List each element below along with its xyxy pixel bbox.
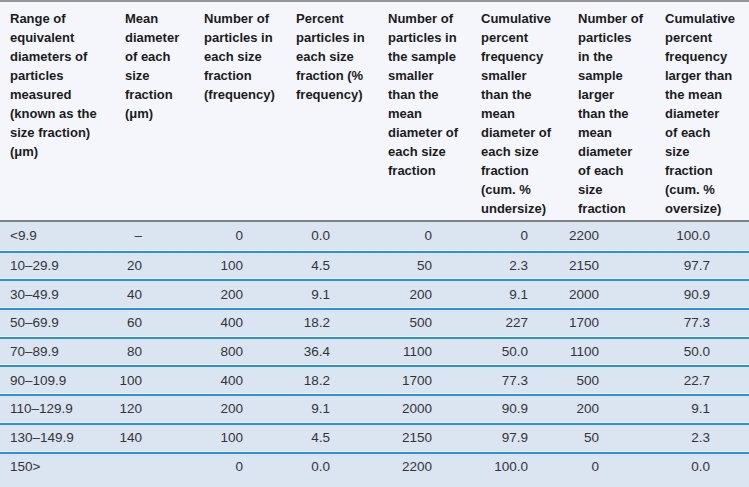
table-cell: 0.0: [288, 222, 380, 250]
table-cell: 30–49.9: [0, 281, 117, 307]
table-cell: 500: [570, 367, 657, 393]
table-cell: 90.9: [473, 396, 570, 422]
table-cell: 2000: [570, 281, 657, 307]
table-cell: 400: [196, 310, 288, 336]
table-cell: 50: [380, 253, 473, 279]
table-cell: 80: [117, 339, 196, 365]
table-cell: 2150: [380, 425, 473, 451]
table-cell: 1700: [570, 310, 657, 336]
column-header-4: Percent particles in each size fraction …: [288, 2, 380, 220]
table-cell: 100.0: [473, 454, 570, 481]
table-cell: 20: [117, 253, 196, 279]
table-cell: 0: [196, 454, 288, 481]
table-cell: 800: [196, 339, 288, 365]
column-header-5: Number of particles in the sample smalle…: [380, 2, 473, 220]
column-header-1: Range of equivalent diameters of particl…: [0, 2, 117, 220]
table-cell: 4.5: [288, 425, 380, 451]
table-cell: 97.9: [473, 425, 570, 451]
table-cell: 10–29.9: [0, 253, 117, 279]
table-cell: 90–109.9: [0, 367, 117, 393]
table-cell: 100: [196, 425, 288, 451]
table-cell: 36.4: [288, 339, 380, 365]
table-cell: 100: [196, 253, 288, 279]
table-cell: 1100: [380, 339, 473, 365]
table-cell: 200: [196, 281, 288, 307]
table-cell: 0: [196, 222, 288, 250]
table-cell: 0.0: [288, 454, 380, 481]
table-cell: 400: [196, 367, 288, 393]
table-cell: 500: [380, 310, 473, 336]
table-cell: 2200: [570, 222, 657, 250]
table-cell: <9.9: [0, 222, 117, 250]
table-cell: 18.2: [288, 310, 380, 336]
table-cell: 4.5: [288, 253, 380, 279]
table-row: 90–109.910040018.2170077.350022.7: [0, 365, 749, 394]
table-cell: 200: [570, 396, 657, 422]
table-cell: 0.0: [657, 454, 749, 481]
table-cell: 77.3: [657, 310, 749, 336]
table-cell: 90.9: [657, 281, 749, 307]
table-cell: 60: [117, 310, 196, 336]
table-cell: 0: [380, 222, 473, 250]
table-cell: 9.1: [657, 396, 749, 422]
table-cell: 120: [117, 396, 196, 422]
table-row: 30–49.9402009.12009.1200090.9: [0, 279, 749, 308]
column-header-8: Cumulative percent frequency larger than…: [657, 2, 749, 220]
table-cell: 1100: [570, 339, 657, 365]
table-cell: 140: [117, 425, 196, 451]
table-cell: 2000: [380, 396, 473, 422]
particle-size-distribution-table: Range of equivalent diameters of particl…: [0, 0, 749, 487]
table-cell: 110–129.9: [0, 396, 117, 422]
table-cell: [117, 454, 196, 481]
table-cell: 77.3: [473, 367, 570, 393]
table-cell: 70–89.9: [0, 339, 117, 365]
table-row: 50–69.96040018.2500227170077.3: [0, 308, 749, 337]
table-row: 70–89.98080036.4110050.0110050.0: [0, 337, 749, 366]
table-cell: 2.3: [473, 253, 570, 279]
table-cell: 0: [473, 222, 570, 250]
table-cell: 2150: [570, 253, 657, 279]
table-cell: 50.0: [657, 339, 749, 365]
table-cell: 40: [117, 281, 196, 307]
table-cell: 50–69.9: [0, 310, 117, 336]
table-header-row: Range of equivalent diameters of particl…: [0, 0, 749, 222]
table-cell: 2200: [380, 454, 473, 481]
table-cell: 2.3: [657, 425, 749, 451]
table-cell: 100.0: [657, 222, 749, 250]
table-cell: 9.1: [288, 281, 380, 307]
table-cell: 9.1: [473, 281, 570, 307]
table-row: 130–149.91401004.5215097.9502.3: [0, 423, 749, 452]
table-cell: 150>: [0, 454, 117, 481]
column-header-3: Number of particles in each size fractio…: [196, 2, 288, 220]
table-cell: 200: [196, 396, 288, 422]
table-cell: 50.0: [473, 339, 570, 365]
table-cell: 100: [117, 367, 196, 393]
table-row: 10–29.9201004.5502.3215097.7: [0, 251, 749, 280]
table-cell: 130–149.9: [0, 425, 117, 451]
table-cell: 1700: [380, 367, 473, 393]
table-cell: 97.7: [657, 253, 749, 279]
table-row: <9.9–00.0002200100.0: [0, 222, 749, 251]
table-cell: –: [117, 222, 196, 250]
table-cell: 50: [570, 425, 657, 451]
table-cell: 18.2: [288, 367, 380, 393]
column-header-7: Number of particles in the sample larger…: [570, 2, 657, 220]
table-cell: 0: [570, 454, 657, 481]
column-header-2: Mean diameter of each size fraction (μm): [117, 2, 196, 220]
table-cell: 200: [380, 281, 473, 307]
column-header-6: Cumulative percent frequency smaller tha…: [473, 2, 570, 220]
table-cell: 227: [473, 310, 570, 336]
table-cell: 22.7: [657, 367, 749, 393]
table-row: 150>00.02200100.000.0: [0, 452, 749, 481]
table-cell: 9.1: [288, 396, 380, 422]
table-row: 110–129.91202009.1200090.92009.1: [0, 394, 749, 423]
table-body: <9.9–00.0002200100.010–29.9201004.5502.3…: [0, 222, 749, 487]
